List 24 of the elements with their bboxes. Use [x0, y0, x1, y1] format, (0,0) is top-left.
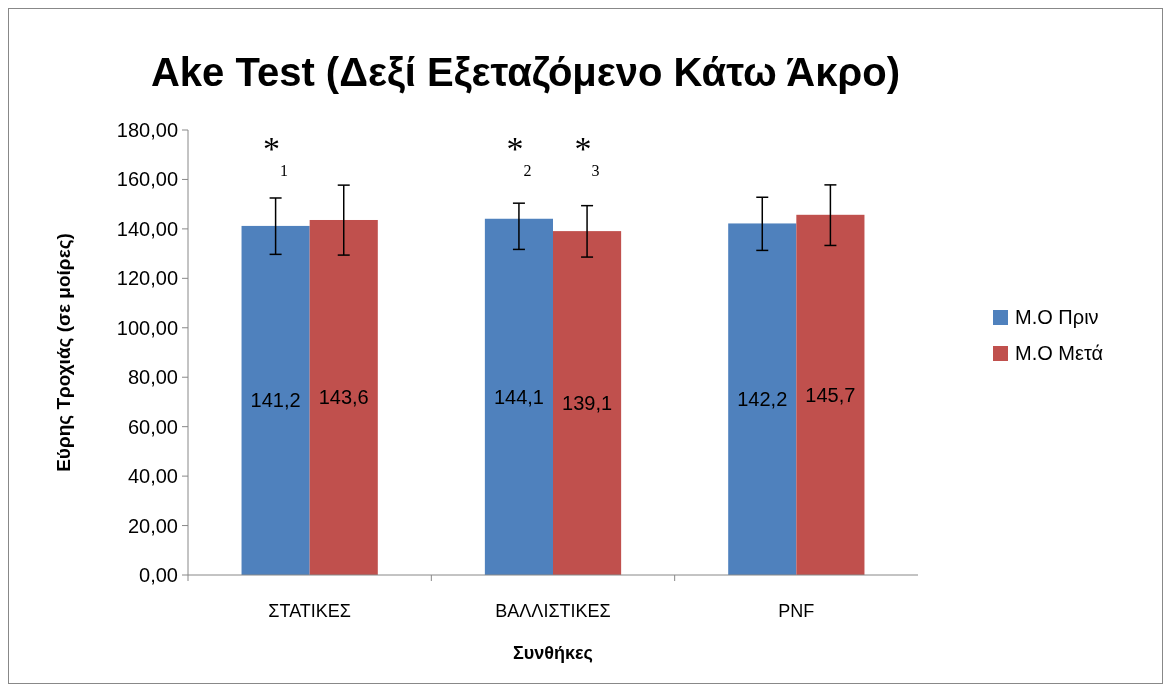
legend-label: Μ.Ο Πριν [1015, 306, 1099, 328]
y-tick-label: 100,00 [116, 316, 178, 339]
y-tick-label: 140,00 [116, 217, 178, 240]
legend-label: Μ.Ο Μετά [1015, 342, 1104, 364]
x-axis-title: Συνθήκες [513, 643, 593, 663]
x-tick-label: ΒΑΛΛΙΣΤΙΚΕΣ [495, 601, 611, 621]
data-label: 142,2 [737, 388, 788, 411]
data-label: 143,6 [318, 386, 369, 409]
y-tick-label: 180,00 [116, 119, 178, 141]
chart-title: Ake Test (Δεξί Εξεταζόμενο Κάτω Άκρο) [150, 50, 901, 94]
y-tick-label: 60,00 [127, 415, 178, 438]
y-tick-label: 0,00 [139, 564, 178, 586]
data-label: 144,1 [493, 385, 544, 408]
y-tick-label: 120,00 [116, 267, 178, 290]
data-label: 141,2 [250, 389, 301, 412]
data-label: 139,1 [562, 392, 613, 415]
x-tick-label: PNF [778, 601, 815, 621]
data-label: 145,7 [805, 383, 856, 406]
x-tick-label: ΣΤΑΤΙΚΕΣ [268, 601, 351, 621]
y-tick-label: 40,00 [127, 465, 178, 488]
y-tick-label: 80,00 [127, 366, 178, 389]
y-tick-label: 20,00 [127, 514, 178, 537]
y-tick-label: 160,00 [116, 168, 178, 191]
y-axis-title: Εύρης Τροχιάς (σε μοίρες) [53, 233, 74, 472]
